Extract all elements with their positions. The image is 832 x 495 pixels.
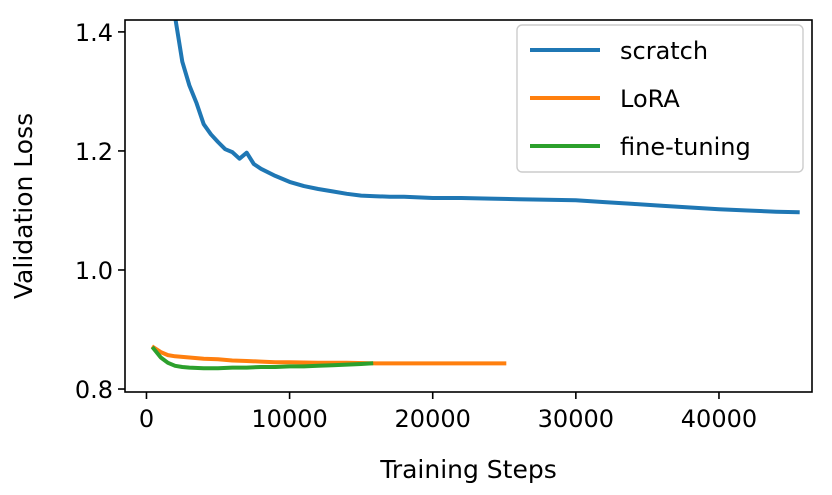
y-axis-label: Validation Loss (9, 113, 38, 299)
x-tick-label: 40000 (681, 405, 757, 433)
y-tick-label: 1.4 (75, 19, 113, 47)
y-tick-label: 0.8 (75, 376, 113, 404)
legend: scratch LoRA fine-tuning (516, 24, 804, 173)
series-line-LoRA (150, 344, 507, 366)
axes-frame (124, 19, 813, 393)
legend-label-fine-tuning: fine-tuning (620, 133, 751, 161)
axes: 0 10000 20000 30000 40000 0.8 1.0 1.2 1.4 (75, 19, 813, 433)
series-line-fine-tuning (150, 345, 374, 371)
x-axis-label: Training Steps (379, 455, 557, 484)
plot-area (150, 20, 800, 371)
series-line-scratch (173, 20, 800, 215)
y-tick-label: 1.2 (75, 138, 113, 166)
legend-label-scratch: scratch (620, 37, 708, 65)
x-tick-label: 0 (139, 405, 154, 433)
x-tick-label: 10000 (251, 405, 327, 433)
x-tick-label: 30000 (538, 405, 614, 433)
legend-label-LoRA: LoRA (620, 85, 680, 113)
legend-box (516, 24, 804, 173)
y-tick-label: 1.0 (75, 257, 113, 285)
x-tick-label: 20000 (395, 405, 471, 433)
